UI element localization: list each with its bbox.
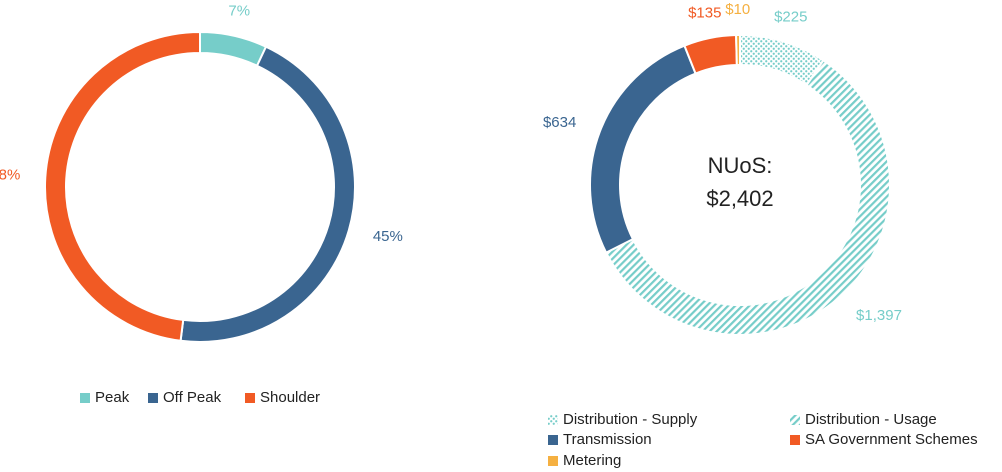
data-label: 7% <box>228 2 250 19</box>
slice <box>43 30 201 342</box>
data-label: $1,397 <box>856 307 902 324</box>
legend-swatch <box>80 393 90 403</box>
legend-label: SA Government Schemes <box>805 431 978 448</box>
legend-swatch <box>548 415 558 425</box>
data-label: $10 <box>725 1 750 18</box>
legend-label: Distribution - Supply <box>563 411 698 428</box>
slice <box>589 44 697 254</box>
legend-label: Metering <box>563 452 621 469</box>
legend-swatch <box>148 393 158 403</box>
data-label: $135 <box>688 5 721 22</box>
legend-swatch <box>548 435 558 445</box>
legend-swatch <box>245 393 255 403</box>
slice <box>735 33 741 67</box>
legend-swatch <box>790 415 800 425</box>
legend-swatch <box>548 456 558 466</box>
data-label: $634 <box>543 114 576 131</box>
legend-label: Off Peak <box>163 389 222 406</box>
data-label: 48% <box>0 167 20 184</box>
legend-label: Transmission <box>563 431 652 448</box>
center-value: $2,402 <box>706 186 773 211</box>
data-label: $225 <box>774 8 807 25</box>
slice <box>604 58 891 336</box>
legend-label: Peak <box>95 389 130 406</box>
slice <box>179 45 356 343</box>
slice <box>683 34 738 75</box>
legend-label: Distribution - Usage <box>805 411 937 428</box>
slice <box>199 30 268 68</box>
legend-swatch <box>790 435 800 445</box>
legend-label: Shoulder <box>260 389 320 406</box>
center-title: NUoS: <box>708 153 773 178</box>
data-label: 45% <box>373 228 403 245</box>
